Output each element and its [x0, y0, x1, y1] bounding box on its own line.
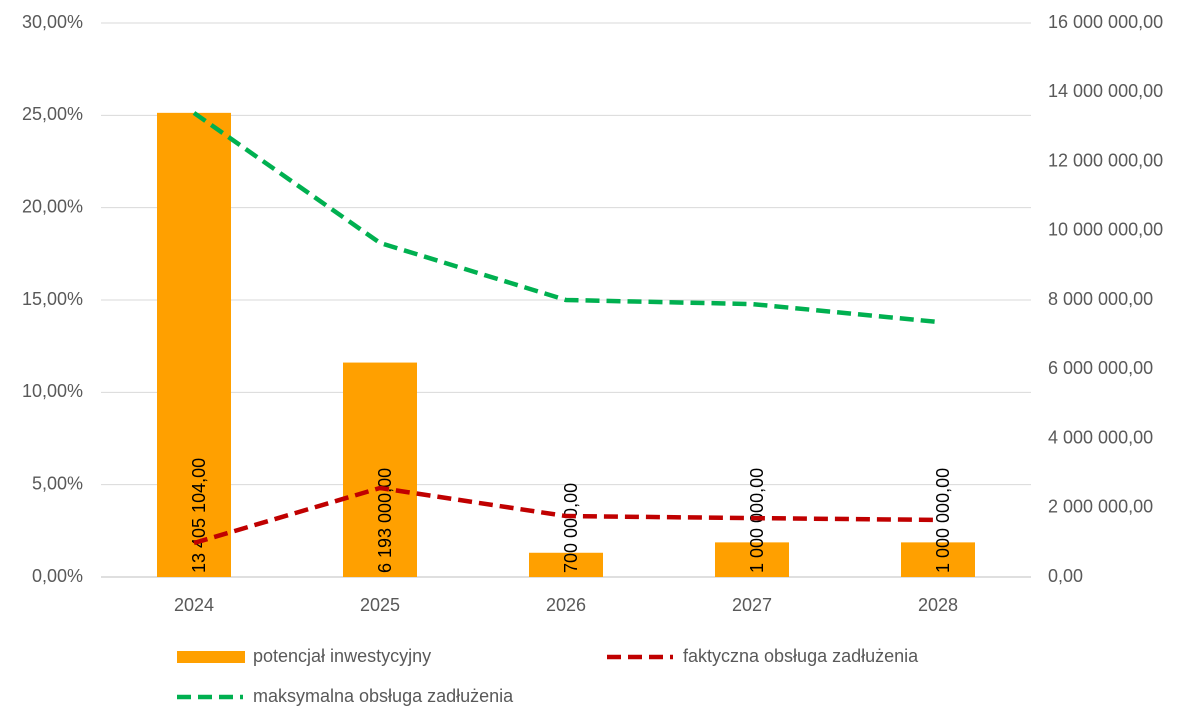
y2-tick-label: 0,00: [1048, 566, 1083, 586]
bar: [343, 362, 417, 577]
y-tick-label: 20,00%: [22, 196, 83, 216]
x-tick-label: 2024: [174, 595, 214, 615]
y-tick-label: 30,00%: [22, 12, 83, 32]
x-tick-label: 2026: [546, 595, 586, 615]
data-label: 6 193 000,00: [375, 468, 395, 573]
bar: [901, 542, 975, 577]
data-label: 1 000 000,00: [747, 468, 767, 573]
legend-label: faktyczna obsługa zadłużenia: [683, 646, 919, 666]
legend-label: potencjał inwestycyjny: [253, 646, 431, 666]
y-tick-label: 0,00%: [32, 566, 83, 586]
legend-label: maksymalna obsługa zadłużenia: [253, 686, 514, 706]
bar: [715, 542, 789, 577]
x-tick-label: 2025: [360, 595, 400, 615]
y-tick-label: 10,00%: [22, 381, 83, 401]
line: [192, 111, 939, 325]
y2-tick-label: 6 000 000,00: [1048, 358, 1153, 378]
y-tick-label: 5,00%: [32, 473, 83, 493]
x-tick-label: 2028: [918, 595, 958, 615]
y2-tick-label: 2 000 000,00: [1048, 497, 1153, 517]
legend-swatch: [177, 651, 245, 663]
x-tick-label: 2027: [732, 595, 772, 615]
bar: [157, 112, 231, 578]
line: [193, 485, 939, 546]
y2-tick-label: 12 000 000,00: [1048, 150, 1163, 170]
y-tick-label: 25,00%: [22, 104, 83, 124]
y2-tick-label: 14 000 000,00: [1048, 81, 1163, 101]
y2-tick-label: 8 000 000,00: [1048, 289, 1153, 309]
data-label: 13 405 104,00: [189, 458, 209, 573]
bar: [529, 552, 603, 577]
y2-tick-label: 10 000 000,00: [1048, 220, 1163, 240]
y2-tick-label: 4 000 000,00: [1048, 427, 1153, 447]
y2-tick-label: 16 000 000,00: [1048, 12, 1163, 32]
data-label: 1 000 000,00: [933, 468, 953, 573]
data-label: 700 000,00: [561, 483, 581, 573]
y-tick-label: 15,00%: [22, 289, 83, 309]
